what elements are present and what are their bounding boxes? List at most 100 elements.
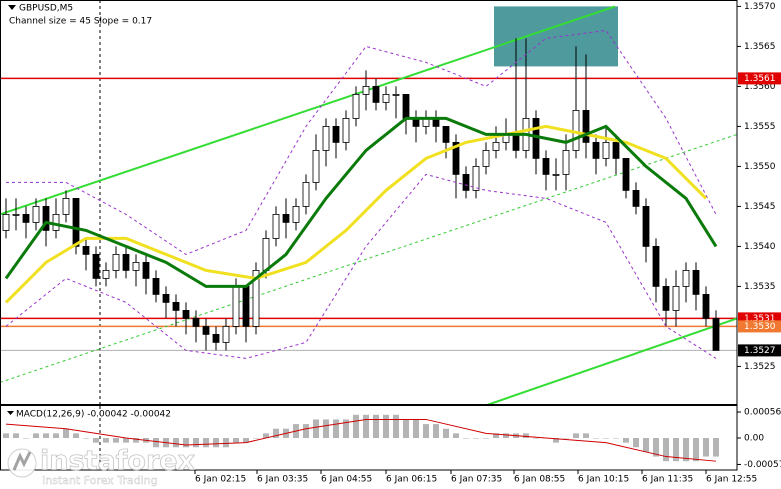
macd-bar [713,438,719,457]
macd-bar [173,438,179,448]
moving-average [4,116,718,288]
candle-body [312,149,320,183]
macd-bar [603,438,609,439]
candle-body [702,293,710,319]
macd-bar [573,433,579,438]
x-tick-label: 6 Jan 02:15 [195,475,246,485]
candle-body [662,285,670,311]
candle-body [362,86,370,95]
candle-body [242,285,250,327]
macd-bar [3,433,9,438]
y-tick-label: 1.3545 [744,202,776,212]
zone [494,6,618,67]
macd-bar [703,438,709,457]
y-tick-label: 1.3555 [744,122,776,132]
candle-body [692,269,700,295]
macd-bar [383,414,389,438]
candle-body [62,197,70,215]
symbol-arrow [8,5,16,10]
macd-frame [0,405,738,471]
candle-body [562,149,570,175]
channel-line [486,317,737,404]
macd-bar [233,438,239,443]
x-tick-label: 6 Jan 12:55 [706,475,757,485]
y-tick-label: 1.3560 [744,82,776,92]
macd-bar [443,428,449,438]
candle-body [72,197,80,247]
symbol-title: GBPUSD,M5 [19,4,73,14]
candle-body [652,245,660,287]
candle-body [352,94,360,119]
candle-body [302,181,310,207]
macd-bar [533,438,539,439]
macd-bar [493,433,499,438]
macd-bar [693,438,699,462]
macd-bar [13,433,19,438]
channel-info: Channel size = 45 Slope = 0.17 [9,17,152,27]
candle-body [382,94,390,103]
candle-body [512,133,520,151]
candle-body [292,205,300,223]
macd-bar [523,433,529,438]
macd-bar [463,438,469,439]
macd-bar [223,438,229,448]
macd-bar [93,438,99,443]
price-frame [0,0,738,405]
macd-bar [353,414,359,438]
candle-body [182,309,190,319]
macd-bar [253,438,259,439]
y-tick-label: -0.00057 [744,460,781,470]
candle-body [632,189,640,207]
macd-bar [403,419,409,438]
y-tick-label: 0.00056 [744,408,781,418]
macd-bar [333,419,339,438]
macd-bar [413,419,419,438]
macd-bar [63,428,69,438]
level-label: 1.3531 [744,314,776,324]
candle-body [572,110,580,151]
candle-body [622,157,630,191]
macd-bar [563,438,569,439]
level-label-box [738,344,781,357]
macd-bar [583,433,589,438]
x-tick-label: 6 Jan 07:35 [451,475,502,485]
candle-body [612,141,620,159]
candle-body [472,165,480,191]
macd-bar [123,438,129,443]
candle-body [462,173,470,191]
candle-body [272,213,280,239]
macd-bar [113,438,119,443]
macd-bar [633,438,639,448]
macd-title: MACD(12,26,9) -0.00042 -0.00042 [16,410,171,420]
macd-bar [363,414,369,438]
candle-body [102,269,110,279]
macd-bar [203,438,209,448]
macd-bar [503,433,509,438]
candle-body [192,317,200,327]
candle-body [372,86,380,103]
logo-mark [12,451,32,471]
watermark-brand: instaforex [40,446,195,477]
candle-body [262,237,270,271]
candle-body [202,325,210,335]
macd-bar [343,419,349,438]
x-tick-label: 6 Jan 06:15 [386,475,437,485]
macd-bar [23,438,29,439]
macd-bar [263,433,269,438]
watermark: instaforex Instant Forex Trading [7,445,195,487]
candle-body [22,213,30,223]
macd-bar [303,424,309,438]
price-panel [0,0,737,404]
y-tick-label: 1.3550 [744,162,776,172]
macd-panel [3,406,719,470]
macd-bar [193,438,199,448]
candle-body [162,293,170,303]
macd-bar [243,438,249,443]
envelope-line [6,29,717,255]
candle-body [322,126,330,151]
watermark-tagline: Instant Forex Trading [42,474,158,487]
macd-bar [453,433,459,438]
candle-body [132,261,140,271]
channel-line [0,133,737,383]
macd-bar [673,438,679,462]
